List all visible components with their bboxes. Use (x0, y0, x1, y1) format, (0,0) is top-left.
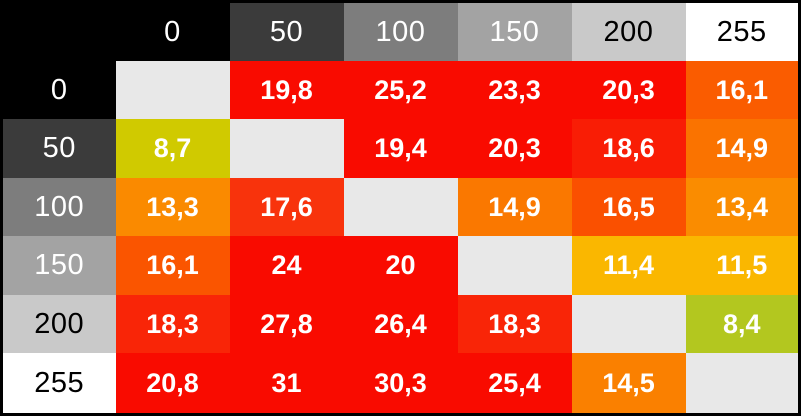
col-header-255: 255 (685, 1, 800, 61)
matrix-cell-200-0: 18,3 (115, 294, 230, 354)
matrix-cell-255-150: 25,4 (457, 353, 572, 415)
matrix-cell-255-100: 30,3 (343, 353, 458, 415)
matrix-cell-0-100: 25,2 (343, 61, 458, 120)
matrix-cell-50-50 (229, 119, 344, 178)
matrix-cell-255-50: 31 (229, 353, 344, 415)
matrix-cell-255-200: 14,5 (571, 353, 686, 415)
row-header-100: 100 (1, 177, 116, 237)
matrix-cell-150-200: 11,4 (571, 236, 686, 295)
matrix-cell-150-150 (457, 236, 572, 295)
matrix-cell-150-255: 11,5 (685, 236, 800, 295)
matrix-cell-255-255 (685, 353, 800, 415)
col-header-100: 100 (343, 1, 458, 61)
matrix-row-150: 150 16,1 24 20 11,4 11,5 (1, 236, 800, 295)
column-header-row: 0 50 100 150 200 255 (1, 1, 800, 61)
matrix-cell-0-150: 23,3 (457, 61, 572, 120)
matrix-cell-50-200: 18,6 (571, 119, 686, 178)
matrix-cell-0-200: 20,3 (571, 61, 686, 120)
corner-cell (1, 1, 116, 61)
matrix-cell-100-255: 13,4 (685, 177, 800, 237)
row-header-255: 255 (1, 353, 116, 415)
col-header-200: 200 (571, 1, 686, 61)
matrix-cell-50-150: 20,3 (457, 119, 572, 178)
matrix-cell-0-0 (115, 61, 230, 120)
matrix-cell-200-150: 18,3 (457, 294, 572, 354)
matrix-row-100: 100 13,3 17,6 14,9 16,5 13,4 (1, 177, 800, 237)
matrix-row-50: 50 8,7 19,4 20,3 18,6 14,9 (1, 119, 800, 178)
matrix-cell-50-100: 19,4 (343, 119, 458, 178)
row-header-150: 150 (1, 236, 116, 295)
col-header-0: 0 (115, 1, 230, 61)
matrix-cell-200-50: 27,8 (229, 294, 344, 354)
matrix-cell-50-0: 8,7 (115, 119, 230, 178)
row-header-0: 0 (1, 61, 116, 120)
matrix-cell-50-255: 14,9 (685, 119, 800, 178)
matrix-cell-100-100 (343, 177, 458, 237)
matrix-cell-150-0: 16,1 (115, 236, 230, 295)
row-header-50: 50 (1, 119, 116, 178)
matrix-cell-100-200: 16,5 (571, 177, 686, 237)
matrix-cell-0-255: 16,1 (685, 61, 800, 120)
matrix-cell-100-50: 17,6 (229, 177, 344, 237)
matrix-row-255: 255 20,8 31 30,3 25,4 14,5 (1, 353, 800, 415)
matrix-cell-0-50: 19,8 (229, 61, 344, 120)
matrix-row-200: 200 18,3 27,8 26,4 18,3 8,4 (1, 294, 800, 354)
matrix-cell-150-50: 24 (229, 236, 344, 295)
matrix-row-0: 0 19,8 25,2 23,3 20,3 16,1 (1, 61, 800, 120)
matrix-cell-100-0: 13,3 (115, 177, 230, 237)
row-header-200: 200 (1, 294, 116, 354)
matrix-cell-255-0: 20,8 (115, 353, 230, 415)
matrix-cell-150-100: 20 (343, 236, 458, 295)
matrix-cell-200-200 (571, 294, 686, 354)
matrix-cell-100-150: 14,9 (457, 177, 572, 237)
matrix-cell-200-255: 8,4 (685, 294, 800, 354)
matrix-cell-200-100: 26,4 (343, 294, 458, 354)
col-header-50: 50 (229, 1, 344, 61)
col-header-150: 150 (457, 1, 572, 61)
